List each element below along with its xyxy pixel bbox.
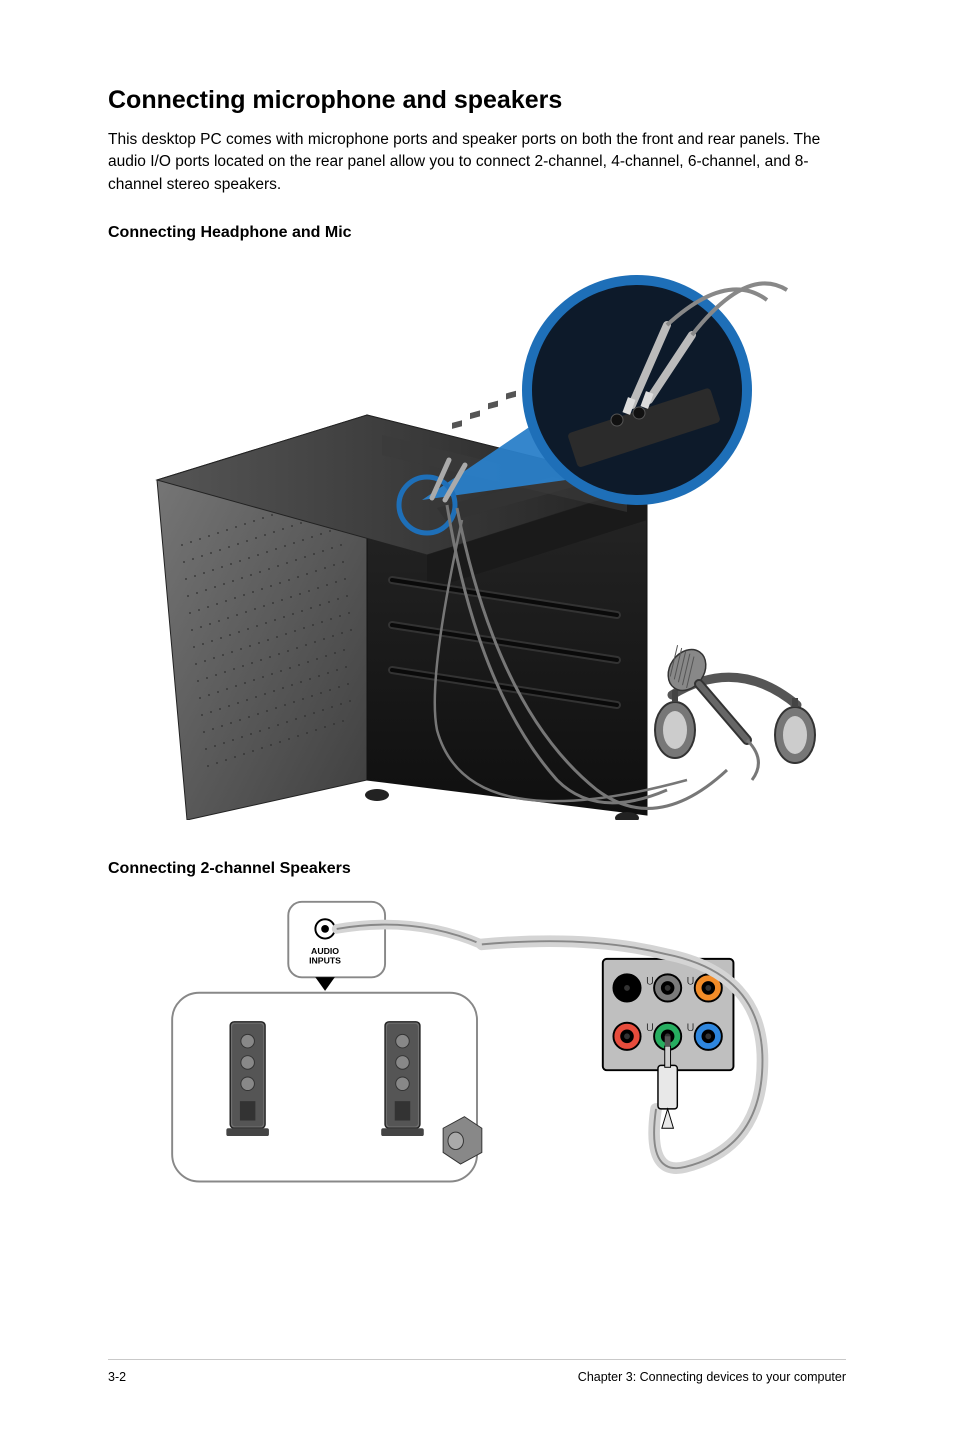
svg-text:INPUTS: INPUTS [309,956,341,966]
subheading-headphone-mic: Connecting Headphone and Mic [108,224,846,242]
figure-headphone-mic [108,260,846,820]
chapter-title: Chapter 3: Connecting devices to your co… [578,1370,846,1384]
subheading-2ch-speakers: Connecting 2-channel Speakers [108,860,846,878]
svg-text:⋃: ⋃ [646,976,653,986]
illustration-tower [127,260,827,820]
page-number: 3-2 [108,1370,126,1384]
page-footer: 3-2 Chapter 3: Connecting devices to you… [108,1359,846,1384]
description-text: This desktop PC comes with microphone po… [108,129,846,196]
svg-text:⋃: ⋃ [646,1022,653,1032]
svg-text:⋃: ⋃ [687,1022,694,1032]
illustration-speakers: AUDIOINPUTS ⋃ ⋃ ⋃ ⋃ [162,896,792,1196]
svg-text:AUDIO: AUDIO [311,946,339,956]
svg-text:⋃: ⋃ [687,976,694,986]
figure-2ch-speakers: AUDIOINPUTS ⋃ ⋃ ⋃ ⋃ [108,896,846,1196]
page-heading: Connecting microphone and speakers [108,86,846,115]
